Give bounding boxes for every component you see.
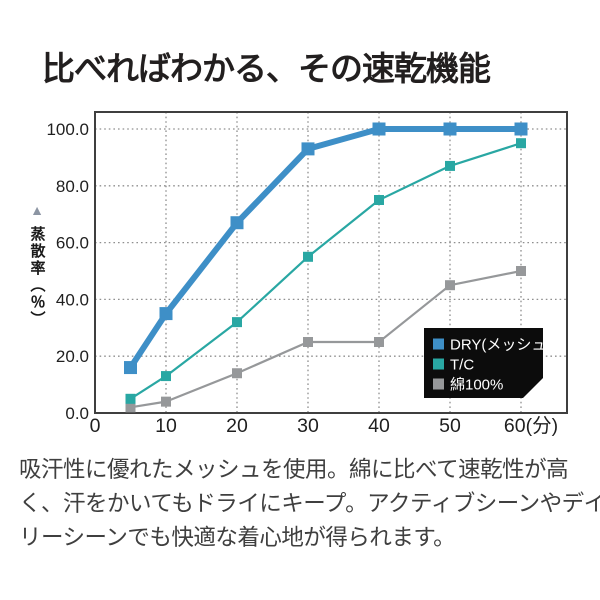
data-point-marker	[374, 337, 384, 347]
y-tick-label: 0.0	[65, 404, 89, 423]
data-point-marker	[516, 266, 526, 276]
description-line: く、汗をかいてもドライにキープ。アクティブシーンやデイ	[19, 491, 600, 516]
x-tick-label: 20	[226, 415, 248, 437]
x-tick-label: 10	[155, 415, 177, 437]
y-tick-label: 60.0	[56, 234, 89, 253]
x-tick-label: 40	[368, 415, 390, 437]
legend-swatch	[433, 338, 444, 350]
data-point-marker	[125, 402, 136, 413]
data-point-marker	[161, 371, 171, 382]
data-point-marker	[514, 122, 528, 136]
data-point-marker	[124, 361, 137, 375]
data-point-marker	[125, 393, 136, 404]
data-point-marker	[232, 317, 242, 328]
y-tick-label: 40.0	[56, 290, 89, 309]
data-point-marker	[301, 142, 315, 156]
y-axis-label: 蒸散率（％）	[28, 226, 46, 328]
y-axis-label-block: ▲ 蒸散率（％）	[20, 203, 54, 328]
page-title: 比べればわかる、その速乾機能	[42, 50, 491, 87]
x-tick-label: 0	[90, 415, 101, 437]
data-point-marker	[374, 195, 384, 205]
data-point-marker	[230, 216, 244, 230]
plot-border	[94, 111, 568, 414]
data-point-marker	[303, 251, 313, 262]
legend-swatch	[433, 358, 444, 370]
data-point-marker	[232, 368, 242, 379]
y-tick-label: 80.0	[56, 177, 89, 196]
data-point-marker	[159, 307, 173, 321]
chart-area: 0 10 20 30 40 50 60(分) 0.0 20.0 40.0 60.0 80.0 100.0…	[46, 111, 568, 437]
data-point-marker	[161, 396, 171, 407]
data-point-marker	[445, 160, 455, 171]
x-tick-label: 30	[297, 415, 319, 437]
y-tick-label: 20.0	[56, 347, 89, 366]
triangle-up-icon: ▲	[30, 202, 44, 218]
drying-rate-chart: 0 10 20 30 40 50 60(分) 0.0 20.0 40.0 60.0 80.0 100.0…	[46, 111, 568, 437]
data-point-marker	[303, 337, 313, 347]
y-tick-label: 100.0	[46, 120, 89, 139]
x-tick-label: 50	[439, 415, 461, 437]
legend-swatch	[433, 378, 444, 390]
legend-label: 綿100%	[450, 376, 503, 393]
data-point-marker	[372, 122, 386, 136]
x-tick-label: 60(分)	[504, 415, 558, 437]
legend-box	[424, 328, 543, 398]
description-line: リーシーンでも快適な着心地が得られます。	[19, 525, 456, 550]
legend-label: T/C	[450, 356, 474, 373]
data-point-marker	[445, 280, 455, 291]
data-point-marker	[443, 122, 457, 136]
legend-label: DRY(メッシュ)	[450, 336, 551, 353]
description-line: 吸汗性に優れたメッシュを使用。綿に比べて速乾性が高	[19, 457, 569, 482]
description-text: 吸汗性に優れたメッシュを使用。綿に比べて速乾性が高 く、汗をかいてもドライにキー…	[19, 453, 600, 555]
data-point-marker	[516, 138, 526, 149]
